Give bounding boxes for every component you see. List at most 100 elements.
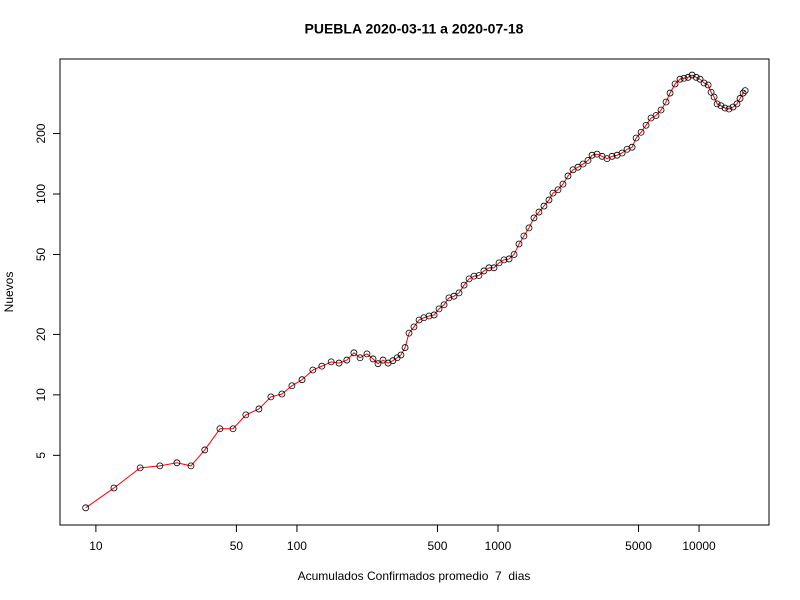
data-point [335,359,343,367]
data-point [540,202,548,210]
data-point [242,411,250,419]
data-point [717,102,725,110]
data-point [278,390,286,398]
data-point [369,355,377,363]
data-point [579,160,587,168]
data-point [309,366,317,374]
data-point [298,376,306,384]
data-point [201,446,209,454]
data-point [425,312,433,320]
data-point [696,75,704,83]
data-point [374,360,382,368]
y-tick-label: 20 [34,327,48,341]
data-point [652,112,660,119]
data-point [725,105,733,113]
data-point [564,172,572,180]
data-point [515,240,523,248]
data-point [525,224,533,232]
data-point [350,349,358,357]
data-point [288,382,296,390]
x-tick-label: 10 [89,539,103,553]
data-point [662,98,670,106]
data-point [545,196,553,204]
data-point [554,186,562,194]
data-point [692,73,700,81]
data-point [156,462,164,470]
data-point [549,189,557,197]
data-point [379,356,387,364]
x-tick-label: 100 [287,539,307,553]
data-point [216,425,224,433]
data-point [666,89,674,97]
y-tick-label: 200 [34,123,48,143]
data-point [255,405,263,413]
data-point [530,214,538,222]
data-point [267,393,275,401]
plot-frame [59,58,770,526]
data-point [632,134,640,142]
data-point [435,305,443,313]
data-point [187,462,195,470]
data-point [688,71,696,79]
data-point [495,259,503,267]
x-tick-label: 10000 [682,539,716,553]
data-point [450,292,458,300]
data-point [736,95,744,102]
y-axis-label: Nuevos [2,272,16,313]
data-point [136,464,144,472]
data-point [741,87,749,95]
data-point [713,100,721,108]
y-tick-label: 10 [34,388,48,402]
data-point [480,267,488,275]
data-point [356,354,364,362]
data-point [700,79,708,87]
data-point [440,301,448,309]
data-point [490,264,498,272]
data-point [657,106,665,114]
x-axis-label: Acumulados Confirmados promedio 7 dias [298,569,531,583]
data-point [327,358,335,366]
data-point [460,281,468,289]
chart-title: PUEBLA 2020-03-11 a 2020-07-18 [305,21,524,37]
data-point [397,351,405,359]
data-point [82,504,90,512]
data-point [405,329,413,337]
x-tick-label: 50 [230,539,244,553]
y-tick-label: 50 [34,247,48,261]
data-point [410,323,418,331]
data-point [510,251,518,258]
data-point [584,156,592,164]
data-point [173,459,181,467]
data-point [680,74,688,82]
x-tick-label: 5000 [625,539,652,553]
data-point [559,180,567,188]
data-point [676,75,684,83]
data-point [628,143,636,151]
data-point [704,81,712,89]
data-point [430,311,438,319]
data-point [455,289,463,297]
data-point [535,208,543,216]
data-point [588,151,596,159]
data-point [110,484,118,492]
x-tick-label: 500 [427,539,447,553]
data-point [229,425,237,433]
data-point [739,89,747,97]
y-tick-label: 100 [34,184,48,204]
data-point [671,80,679,88]
data-point [707,88,715,96]
data-point [642,121,650,129]
data-point [721,104,729,112]
data-point [684,73,692,81]
data-point [618,149,626,157]
data-point [710,93,718,101]
data-point [520,232,528,240]
data-point [401,344,409,351]
data-point [475,272,483,279]
y-tick-label: 5 [34,452,48,459]
data-point [733,100,741,108]
data-point [500,256,508,264]
data-point [485,264,493,272]
data-point [505,255,513,263]
